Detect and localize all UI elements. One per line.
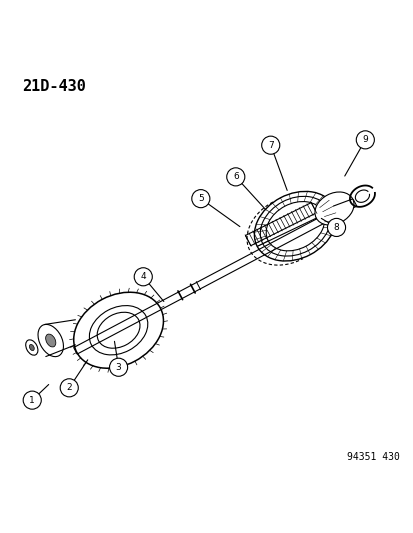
Polygon shape	[245, 203, 316, 246]
Circle shape	[134, 268, 152, 286]
Text: 4: 4	[140, 272, 146, 281]
Text: 1: 1	[29, 395, 35, 405]
Text: 7: 7	[267, 141, 273, 150]
Circle shape	[356, 131, 373, 149]
Circle shape	[327, 219, 345, 237]
Circle shape	[23, 391, 41, 409]
Circle shape	[109, 358, 127, 376]
Circle shape	[261, 136, 279, 154]
Ellipse shape	[29, 344, 34, 351]
Text: 3: 3	[115, 363, 121, 372]
Ellipse shape	[26, 340, 38, 355]
Polygon shape	[74, 199, 356, 354]
Ellipse shape	[314, 192, 353, 225]
Circle shape	[60, 379, 78, 397]
Text: 8: 8	[333, 223, 339, 232]
Ellipse shape	[45, 334, 56, 347]
Text: 21D-430: 21D-430	[22, 79, 85, 94]
Text: 94351 430: 94351 430	[347, 452, 399, 462]
Text: 5: 5	[197, 194, 203, 203]
Text: 6: 6	[233, 172, 238, 181]
Circle shape	[191, 190, 209, 208]
Circle shape	[226, 168, 244, 186]
Ellipse shape	[38, 325, 63, 357]
Text: 9: 9	[361, 135, 367, 144]
Text: 2: 2	[66, 383, 72, 392]
